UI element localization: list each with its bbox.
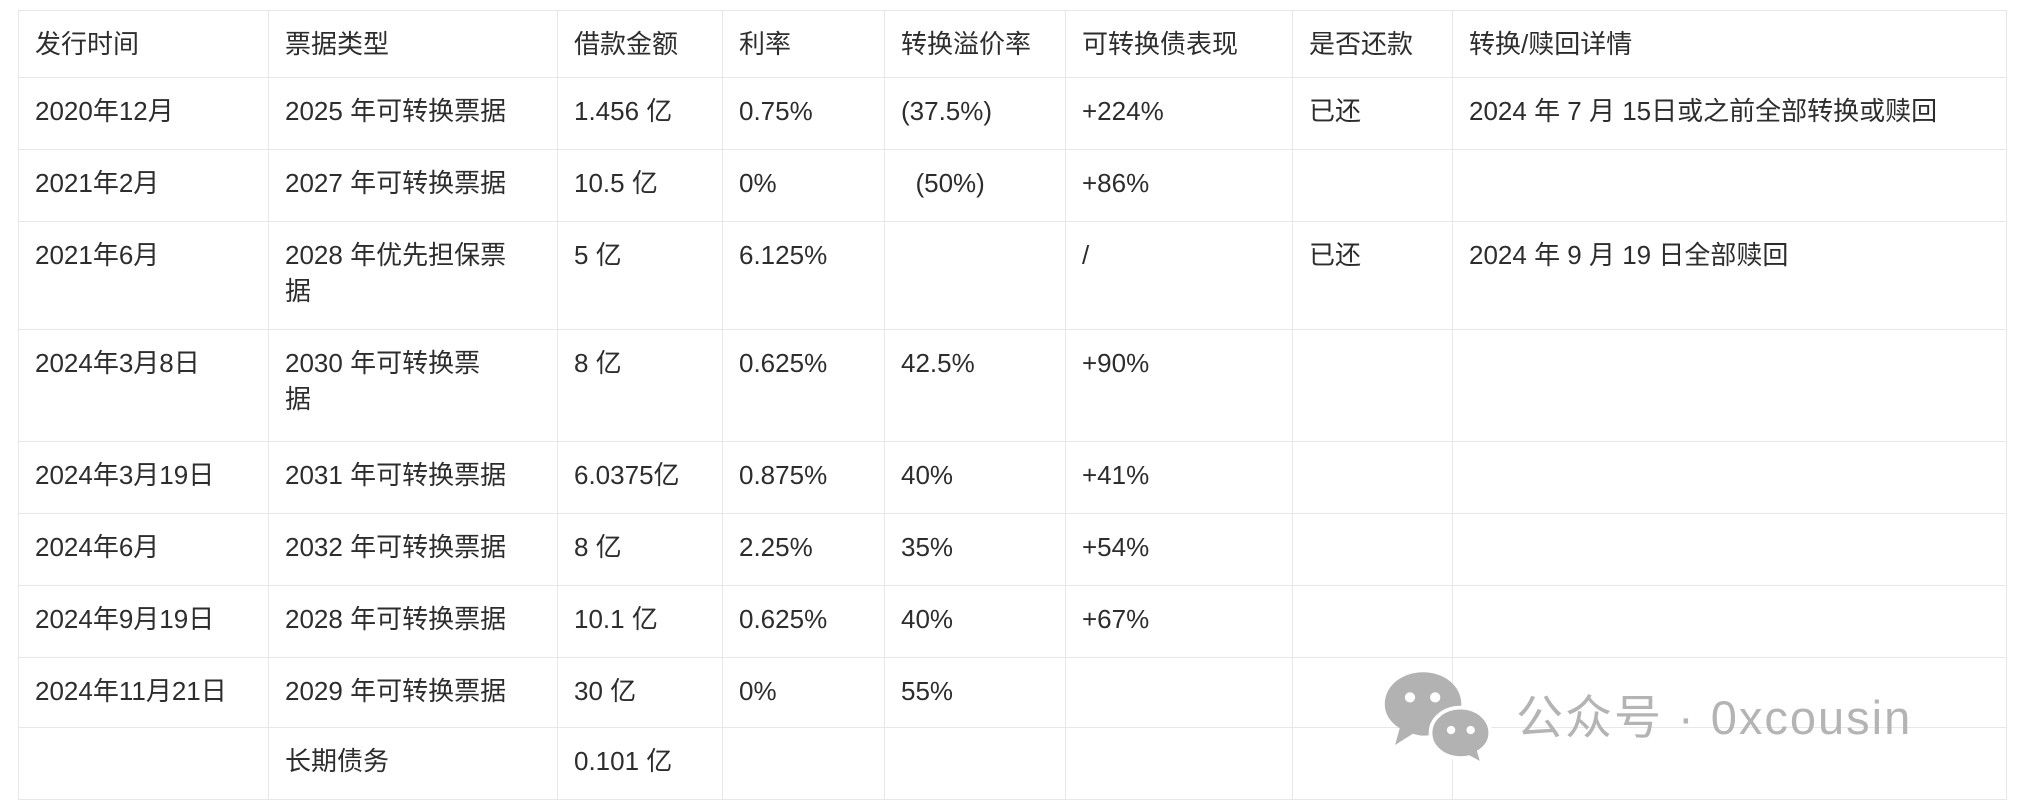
cell-bond-performance: +86% — [1065, 149, 1293, 222]
cell-repaid-status — [1292, 727, 1453, 800]
table-row: 2024年9月19日 2028 年可转换票据 10.1 亿 0.625% 40%… — [18, 585, 2007, 658]
cell-bond-performance: +54% — [1065, 513, 1293, 586]
col-interest-rate: 利率 — [722, 10, 885, 78]
cell-borrow-amount: 10.5 亿 — [557, 149, 723, 222]
table-row: 2021年6月 2028 年优先担保票 据 5 亿 6.125% / 已还 20… — [18, 221, 2007, 330]
cell-borrow-amount: 5 亿 — [557, 221, 723, 330]
cell-note-type: 2029 年可转换票据 — [268, 657, 558, 728]
cell-repaid-status — [1292, 329, 1453, 442]
cell-repaid-status: 已还 — [1292, 221, 1453, 330]
table-row: 2020年12月 2025 年可转换票据 1.456 亿 0.75% (37.5… — [18, 77, 2007, 150]
cell-issue-date: 2024年3月8日 — [18, 329, 269, 442]
col-repaid-status: 是否还款 — [1292, 10, 1453, 78]
cell-interest-rate: 0% — [722, 149, 885, 222]
cell-interest-rate: 0.625% — [722, 329, 885, 442]
cell-details — [1452, 657, 2007, 728]
cell-repaid-status — [1292, 657, 1453, 728]
cell-note-type: 2027 年可转换票据 — [268, 149, 558, 222]
cell-note-type: 2025 年可转换票据 — [268, 77, 558, 150]
cell-details — [1452, 149, 2007, 222]
cell-details: 2024 年 7 月 15日或之前全部转换或赎回 — [1452, 77, 2007, 150]
cell-details — [1452, 513, 2007, 586]
cell-note-type: 2030 年可转换票 据 — [268, 329, 558, 442]
table-row: 2024年3月8日 2030 年可转换票 据 8 亿 0.625% 42.5% … — [18, 329, 2007, 442]
cell-bond-performance: +67% — [1065, 585, 1293, 658]
table-row: 2024年6月 2032 年可转换票据 8 亿 2.25% 35% +54% — [18, 513, 2007, 586]
cell-details — [1452, 585, 2007, 658]
cell-details — [1452, 441, 2007, 514]
convertible-notes-table: 发行时间 票据类型 借款金额 利率 转换溢价率 可转换债表现 是否还款 转换/赎… — [18, 10, 2007, 800]
cell-issue-date: 2024年9月19日 — [18, 585, 269, 658]
cell-repaid-status — [1292, 441, 1453, 514]
table-row: 长期债务 0.101 亿 — [18, 727, 2007, 800]
cell-note-type: 2028 年优先担保票 据 — [268, 221, 558, 330]
cell-details: 2024 年 9 月 19 日全部赎回 — [1452, 221, 2007, 330]
cell-bond-performance: +224% — [1065, 77, 1293, 150]
cell-borrow-amount: 30 亿 — [557, 657, 723, 728]
col-bond-performance: 可转换债表现 — [1065, 10, 1293, 78]
cell-borrow-amount: 0.101 亿 — [557, 727, 723, 800]
cell-note-type: 2032 年可转换票据 — [268, 513, 558, 586]
cell-details — [1452, 727, 2007, 800]
col-conversion-redemption-details: 转换/赎回详情 — [1452, 10, 2007, 78]
cell-repaid-status — [1292, 513, 1453, 586]
cell-repaid-status — [1292, 585, 1453, 658]
cell-issue-date: 2024年11月21日 — [18, 657, 269, 728]
cell-bond-performance: +41% — [1065, 441, 1293, 514]
table-row: 2021年2月 2027 年可转换票据 10.5 亿 0% (50%) +86% — [18, 149, 2007, 222]
col-issue-date: 发行时间 — [18, 10, 269, 78]
cell-issue-date — [18, 727, 269, 800]
cell-conversion-premium: (37.5%) — [884, 77, 1066, 150]
cell-borrow-amount: 8 亿 — [557, 513, 723, 586]
cell-interest-rate: 2.25% — [722, 513, 885, 586]
cell-conversion-premium: 40% — [884, 441, 1066, 514]
table-row: 2024年11月21日 2029 年可转换票据 30 亿 0% 55% — [18, 657, 2007, 728]
cell-conversion-premium: 55% — [884, 657, 1066, 728]
cell-note-type: 2028 年可转换票据 — [268, 585, 558, 658]
cell-interest-rate: 0% — [722, 657, 885, 728]
cell-borrow-amount: 6.0375亿 — [557, 441, 723, 514]
cell-interest-rate — [722, 727, 885, 800]
cell-borrow-amount: 10.1 亿 — [557, 585, 723, 658]
cell-repaid-status — [1292, 149, 1453, 222]
cell-interest-rate: 6.125% — [722, 221, 885, 330]
table-row: 2024年3月19日 2031 年可转换票据 6.0375亿 0.875% 40… — [18, 441, 2007, 514]
col-note-type: 票据类型 — [268, 10, 558, 78]
cell-conversion-premium: (50%) — [884, 149, 1066, 222]
cell-note-type: 2031 年可转换票据 — [268, 441, 558, 514]
cell-issue-date: 2021年6月 — [18, 221, 269, 330]
cell-conversion-premium: 42.5% — [884, 329, 1066, 442]
cell-bond-performance: +90% — [1065, 329, 1293, 442]
cell-borrow-amount: 8 亿 — [557, 329, 723, 442]
cell-interest-rate: 0.75% — [722, 77, 885, 150]
cell-repaid-status: 已还 — [1292, 77, 1453, 150]
cell-bond-performance — [1065, 727, 1293, 800]
cell-issue-date: 2021年2月 — [18, 149, 269, 222]
cell-note-type: 长期债务 — [268, 727, 558, 800]
cell-issue-date: 2024年6月 — [18, 513, 269, 586]
col-conversion-premium: 转换溢价率 — [884, 10, 1066, 78]
cell-interest-rate: 0.625% — [722, 585, 885, 658]
cell-conversion-premium: 40% — [884, 585, 1066, 658]
table-header-row: 发行时间 票据类型 借款金额 利率 转换溢价率 可转换债表现 是否还款 转换/赎… — [18, 10, 2007, 78]
cell-bond-performance — [1065, 657, 1293, 728]
cell-details — [1452, 329, 2007, 442]
col-borrow-amount: 借款金额 — [557, 10, 723, 78]
cell-issue-date: 2024年3月19日 — [18, 441, 269, 514]
cell-issue-date: 2020年12月 — [18, 77, 269, 150]
cell-bond-performance: / — [1065, 221, 1293, 330]
cell-conversion-premium: 35% — [884, 513, 1066, 586]
cell-interest-rate: 0.875% — [722, 441, 885, 514]
cell-conversion-premium — [884, 727, 1066, 800]
cell-conversion-premium — [884, 221, 1066, 330]
cell-borrow-amount: 1.456 亿 — [557, 77, 723, 150]
